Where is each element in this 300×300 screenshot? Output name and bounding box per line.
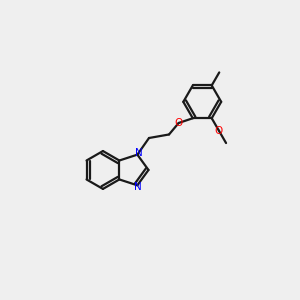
Text: N: N bbox=[134, 182, 142, 192]
Text: O: O bbox=[175, 118, 183, 128]
Text: N: N bbox=[135, 148, 143, 158]
Text: O: O bbox=[215, 126, 223, 136]
